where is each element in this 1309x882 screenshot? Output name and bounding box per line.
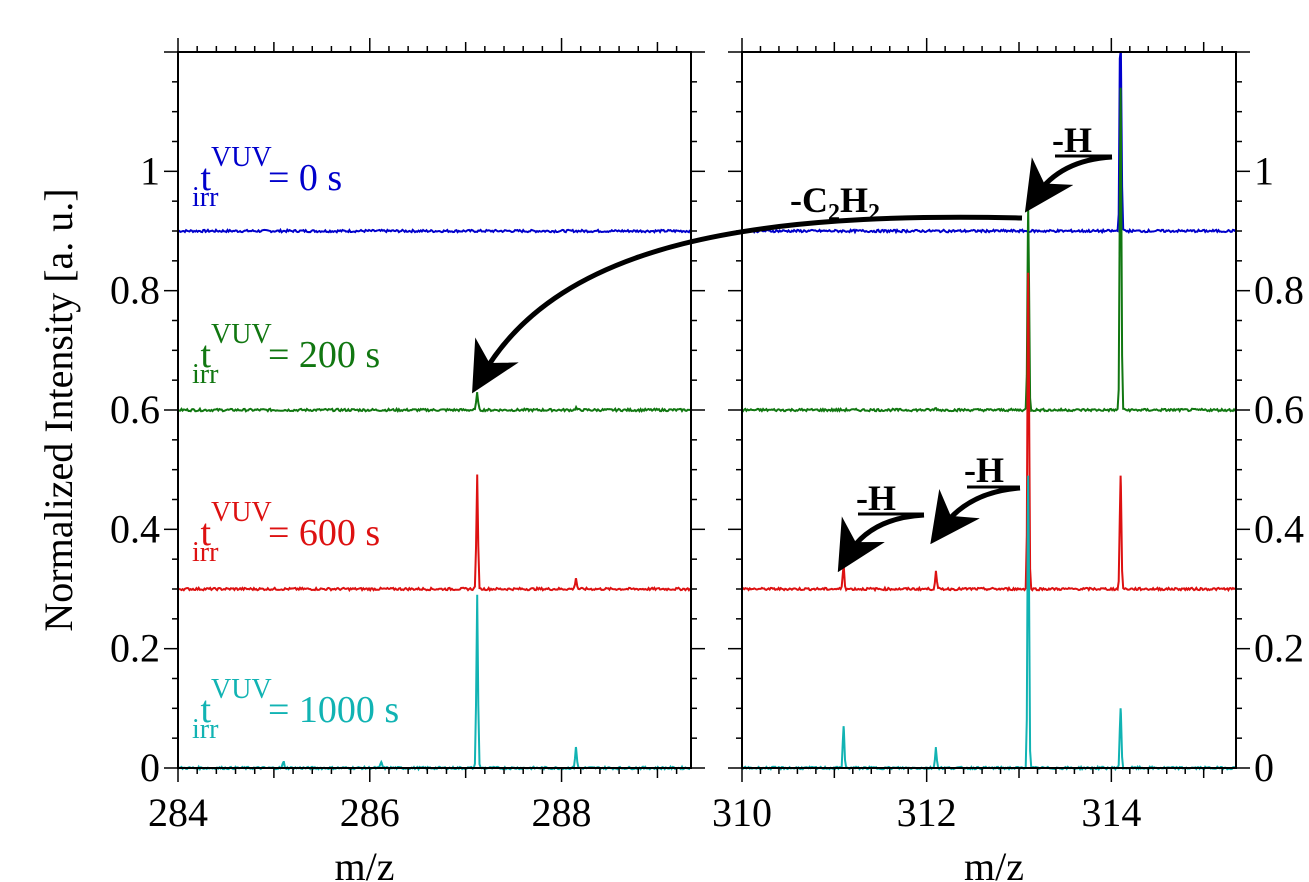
annotation-minus-h-mid: -H <box>930 450 1021 545</box>
x-axis-label-right: m/z <box>964 844 1024 882</box>
x-axis-label-left: m/z <box>335 844 395 882</box>
y-tick-label: 0.8 <box>110 268 160 313</box>
trace-200s-right <box>741 87 1236 414</box>
y-tick-label-right: 0.6 <box>1254 387 1304 432</box>
trace-0s-left <box>177 227 691 234</box>
y-tick-label: 1 <box>140 148 160 193</box>
trace-600s-right <box>741 272 1236 593</box>
y-tick-label-right: 0.2 <box>1254 626 1304 671</box>
x-tick-label: 286 <box>340 790 400 835</box>
y-tick-label: 0 <box>140 745 160 790</box>
svg-text:-H: -H <box>1052 120 1092 160</box>
series-label-200s: tVUV irr = 200 s <box>192 319 380 390</box>
trace-1000s-right <box>741 475 1236 772</box>
series-label-0s: tVUV irr = 0 s <box>192 142 342 213</box>
y-tick-label-right: 0 <box>1254 745 1274 790</box>
x-tick-label: 284 <box>148 790 208 835</box>
svg-text:-H: -H <box>856 478 896 518</box>
trace-600s-left <box>177 474 691 593</box>
annotation-minus-c2h2: -C2H2 <box>472 180 1023 394</box>
svg-text:-H: -H <box>964 450 1004 490</box>
y-tick-label-right: 1 <box>1254 148 1274 193</box>
y-tick-label-right: 0.8 <box>1254 268 1304 313</box>
arrow-minus-h-low <box>837 512 925 573</box>
axis-labels: 284 286 288 m/z 310 312 314 m/z 0 0.2 0.4 0.6 0.8 1 0 0… <box>36 148 1304 882</box>
y-tick-label: 0.4 <box>110 506 160 551</box>
x-tick-label: 314 <box>1081 790 1141 835</box>
series-label-1000s: tVUV irr = 1000 s <box>192 674 399 745</box>
arrow-minus-h-top <box>1024 154 1113 213</box>
trace-200s-left <box>177 391 690 413</box>
axes <box>164 38 1250 782</box>
y-tick-label-right: 0.4 <box>1254 506 1304 551</box>
y-tick-label: 0.6 <box>110 387 160 432</box>
arrow-minus-h-mid <box>930 485 1021 545</box>
arrow-minus-c2h2 <box>472 214 1023 394</box>
annotation-minus-h-low: -H <box>837 478 925 573</box>
y-axis-label: Normalized Intensity [a. u.] <box>36 188 81 631</box>
trace-0s-right <box>741 51 1236 235</box>
y-tick-label: 0.2 <box>110 626 160 671</box>
series-label-600s: tVUV irr = 600 s <box>192 497 380 568</box>
x-tick-label: 310 <box>712 790 772 835</box>
x-tick-label: 312 <box>897 790 957 835</box>
annotation-minus-h-top: -H <box>1024 120 1113 213</box>
x-tick-label: 288 <box>532 790 592 835</box>
